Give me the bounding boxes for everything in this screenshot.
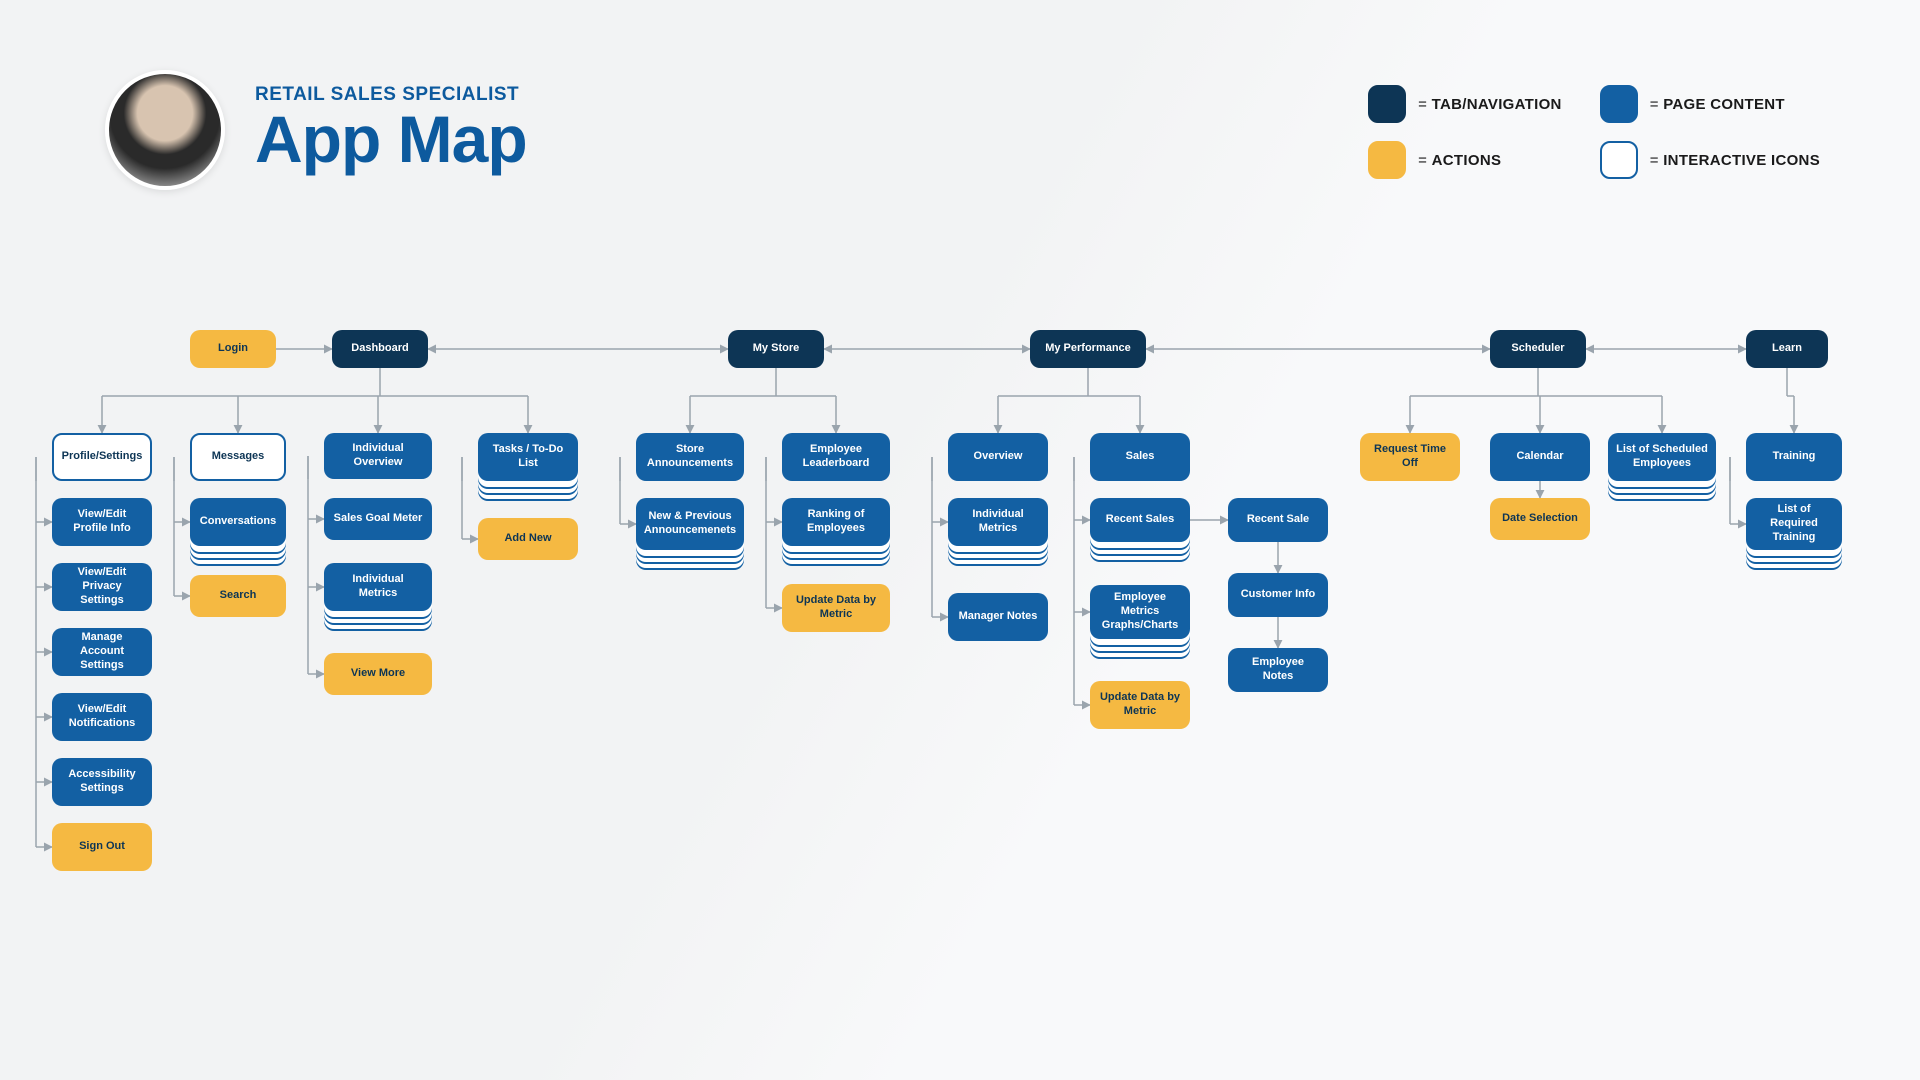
node-calendar: Calendar [1490, 433, 1590, 481]
node-label: Store Announcements [644, 443, 736, 471]
node-mystore: My Store [728, 330, 824, 368]
node-label: Employee Metrics Graphs/Charts [1098, 591, 1182, 632]
node-indoverview: Individual Overview [324, 433, 432, 479]
node-label: Sales [1126, 450, 1155, 464]
node-label: Dashboard [351, 342, 408, 356]
node-addnew: Add New [478, 518, 578, 560]
node-reqtime: Request Time Off [1360, 433, 1460, 481]
node-learn: Learn [1746, 330, 1828, 368]
node-label: View/Edit Notifications [60, 703, 144, 731]
node-label: Search [220, 589, 257, 603]
node-a11y: Accessibility Settings [52, 758, 152, 806]
node-convos: Conversations [190, 498, 286, 546]
node-label: View/Edit Profile Info [60, 508, 144, 536]
node-label: Ranking of Employees [790, 508, 882, 536]
node-myperf: My Performance [1030, 330, 1146, 368]
node-label: Accessibility Settings [60, 768, 144, 796]
node-label: Customer Info [1241, 588, 1316, 602]
node-perfoverview: Overview [948, 433, 1048, 481]
node-label: Messages [212, 450, 265, 464]
node-signout: Sign Out [52, 823, 152, 871]
node-label: Individual Metrics [332, 573, 424, 601]
node-label: Calendar [1516, 450, 1563, 464]
node-label: List of Scheduled Employees [1616, 443, 1708, 471]
node-listemp: List of Scheduled Employees [1608, 433, 1716, 481]
node-account: Manage Account Settings [52, 628, 152, 676]
node-notif: View/Edit Notifications [52, 693, 152, 741]
node-label: My Store [753, 342, 799, 356]
node-label: Scheduler [1511, 342, 1564, 356]
node-empboard: Employee Leaderboard [782, 433, 890, 481]
node-label: Manager Notes [959, 610, 1038, 624]
diagram: Login Dashboard My Store My Performance Sche… [0, 0, 1920, 1080]
node-label: List of Required Training [1754, 503, 1834, 544]
node-label: Profile/Settings [62, 450, 143, 464]
node-label: Training [1773, 450, 1816, 464]
node-profile: Profile/Settings [52, 433, 152, 481]
node-label: Sign Out [79, 840, 125, 854]
node-viewprofile: View/Edit Profile Info [52, 498, 152, 546]
node-label: Employee Leaderboard [790, 443, 882, 471]
node-sales: Sales [1090, 433, 1190, 481]
node-prevann: New & Previous Announcemenets [636, 498, 744, 550]
node-label: Update Data by Metric [1098, 691, 1182, 719]
node-empcharts: Employee Metrics Graphs/Charts [1090, 585, 1190, 639]
node-label: Manage Account Settings [60, 631, 144, 672]
node-label: Recent Sale [1247, 513, 1309, 527]
node-perfindmetrics: Individual Metrics [948, 498, 1048, 546]
node-label: Overview [974, 450, 1023, 464]
node-tasks: Tasks / To-Do List [478, 433, 578, 481]
node-datesel: Date Selection [1490, 498, 1590, 540]
node-login: Login [190, 330, 276, 368]
node-label: Recent Sales [1106, 513, 1174, 527]
node-empnotes: Employee Notes [1228, 648, 1328, 692]
node-label: Update Data by Metric [790, 594, 882, 622]
node-label: Learn [1772, 342, 1802, 356]
node-search: Search [190, 575, 286, 617]
node-label: View More [351, 667, 405, 681]
node-label: Add New [504, 532, 551, 546]
node-label: Individual Overview [332, 442, 424, 470]
node-label: Date Selection [1502, 512, 1578, 526]
node-updatemetric2: Update Data by Metric [1090, 681, 1190, 729]
node-label: Request Time Off [1368, 443, 1452, 471]
node-mnotes: Manager Notes [948, 593, 1048, 641]
node-indmetrics: Individual Metrics [324, 563, 432, 611]
node-label: Individual Metrics [956, 508, 1040, 536]
node-label: My Performance [1045, 342, 1131, 356]
node-reqtraining: List of Required Training [1746, 498, 1842, 550]
node-privacy: View/Edit Privacy Settings [52, 563, 152, 611]
node-viewmore: View More [324, 653, 432, 695]
node-label: New & Previous Announcemenets [644, 510, 736, 538]
node-messages: Messages [190, 433, 286, 481]
node-recentsales: Recent Sales [1090, 498, 1190, 542]
node-scheduler: Scheduler [1490, 330, 1586, 368]
node-updatemetric1: Update Data by Metric [782, 584, 890, 632]
node-label: Employee Notes [1236, 656, 1320, 684]
node-ranking: Ranking of Employees [782, 498, 890, 546]
node-goalmeter: Sales Goal Meter [324, 498, 432, 540]
node-storeann: Store Announcements [636, 433, 744, 481]
node-label: Login [218, 342, 248, 356]
node-training: Training [1746, 433, 1842, 481]
node-label: Tasks / To-Do List [486, 443, 570, 471]
node-label: Sales Goal Meter [334, 512, 423, 526]
node-label: View/Edit Privacy Settings [60, 566, 144, 607]
node-custinfo: Customer Info [1228, 573, 1328, 617]
node-recentsale: Recent Sale [1228, 498, 1328, 542]
node-label: Conversations [200, 515, 276, 529]
node-dashboard: Dashboard [332, 330, 428, 368]
